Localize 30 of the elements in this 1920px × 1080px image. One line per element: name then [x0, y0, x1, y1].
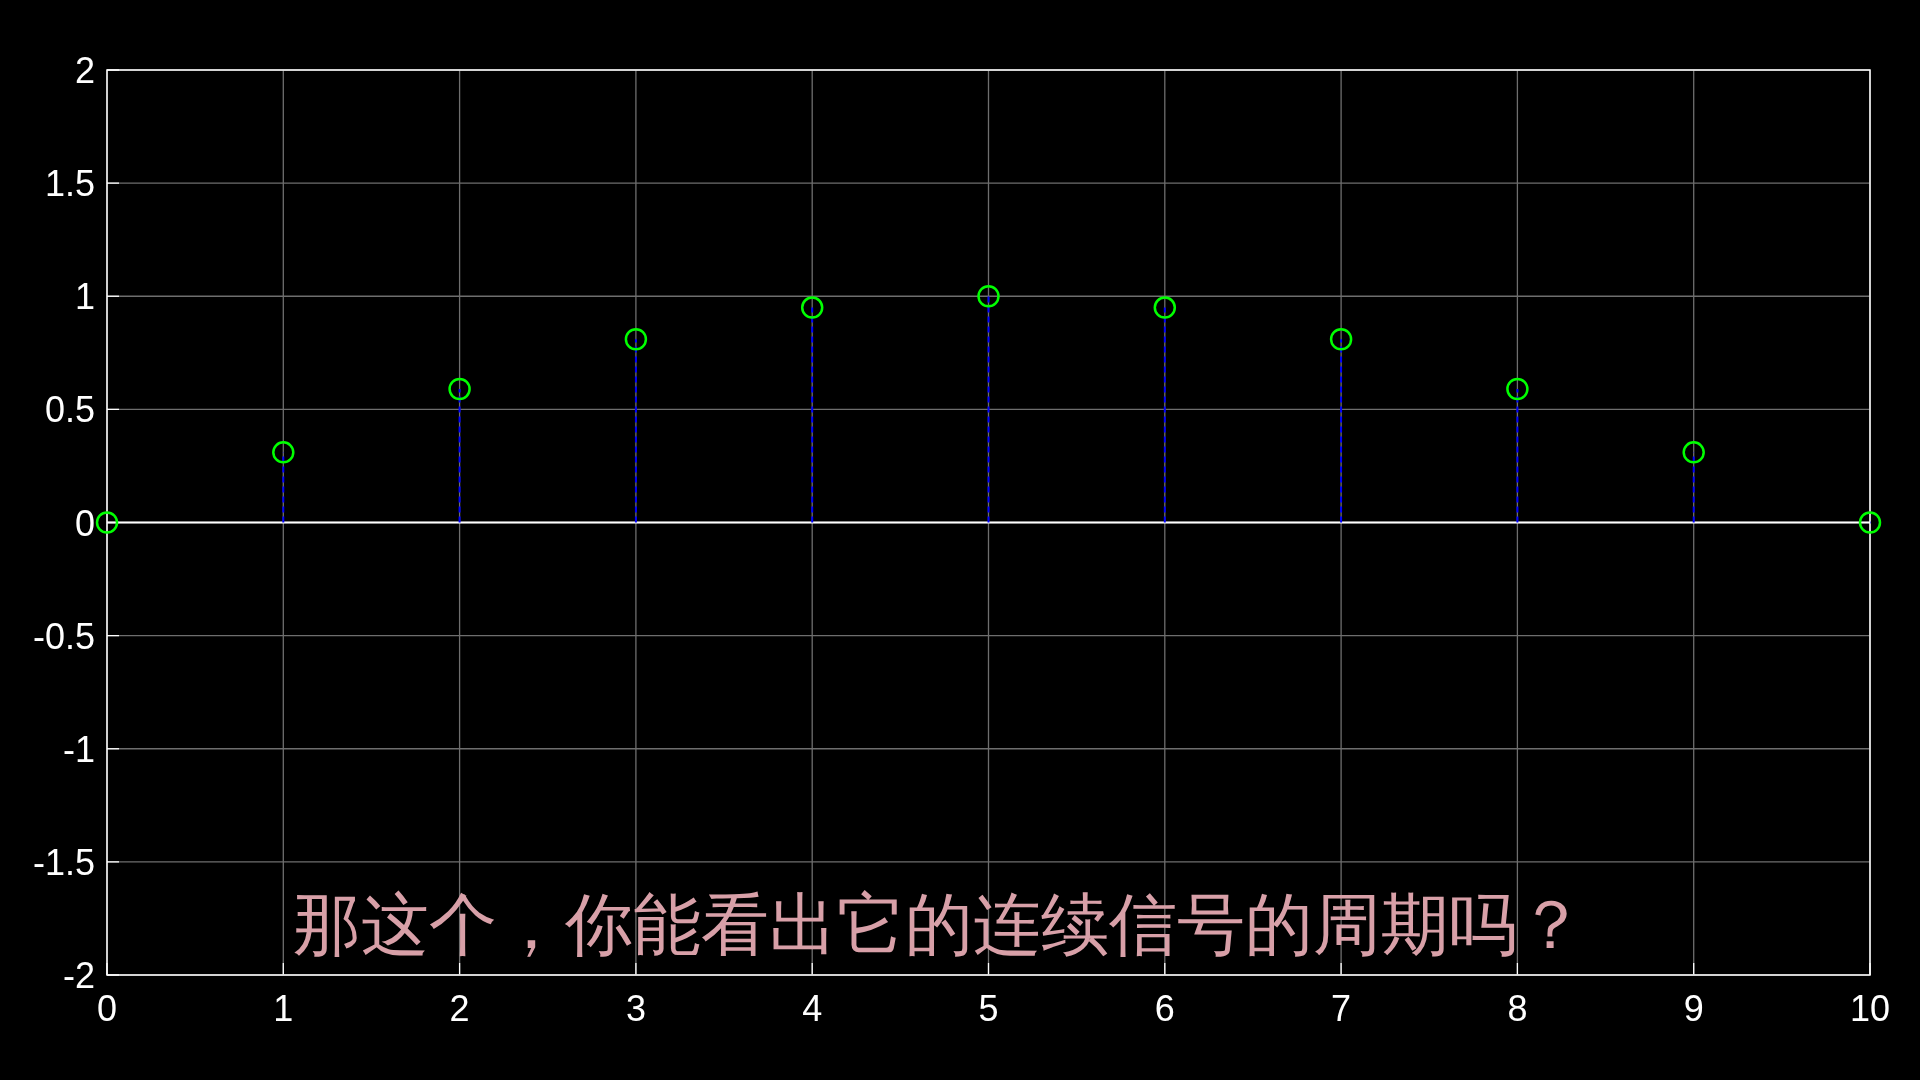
x-tick-label: 7: [1331, 988, 1352, 1029]
point: [624, 327, 648, 351]
y-tick-label: -1: [62, 728, 95, 770]
x-tick-label: 8: [1507, 988, 1528, 1029]
x-tick-label: 4: [802, 988, 823, 1029]
point: [1682, 441, 1705, 464]
x-tick-label: 5: [978, 988, 999, 1029]
point: [800, 296, 824, 319]
x-tick-label: 1: [273, 988, 294, 1029]
x-tick-label: 10: [1849, 988, 1891, 1029]
point: [1506, 377, 1529, 401]
x-tick-label: 2: [449, 988, 470, 1029]
x-tick-label: 9: [1683, 988, 1704, 1029]
point: [272, 441, 295, 464]
point: [1153, 296, 1177, 319]
y-tick-label: 0.5: [44, 389, 95, 431]
point: [977, 285, 1000, 308]
x-tick-label: 6: [1154, 988, 1175, 1029]
y-tick-label: -2: [62, 955, 95, 996]
annotation: 那这个，你能看出它的连续信号的周期吗？: [292, 885, 1585, 964]
y-tick-label: 0: [74, 502, 95, 544]
x-tick-label: 3: [625, 988, 646, 1029]
point: [1329, 327, 1353, 351]
y-tick-label: 1.5: [44, 163, 95, 205]
y-tick-label: 2: [74, 50, 95, 91]
y-tick-label: 1: [74, 276, 95, 318]
y-tick-label: -0.5: [32, 615, 95, 657]
point: [1858, 511, 1882, 534]
point: [448, 377, 471, 401]
y-tick-label: -1.5: [32, 841, 95, 883]
